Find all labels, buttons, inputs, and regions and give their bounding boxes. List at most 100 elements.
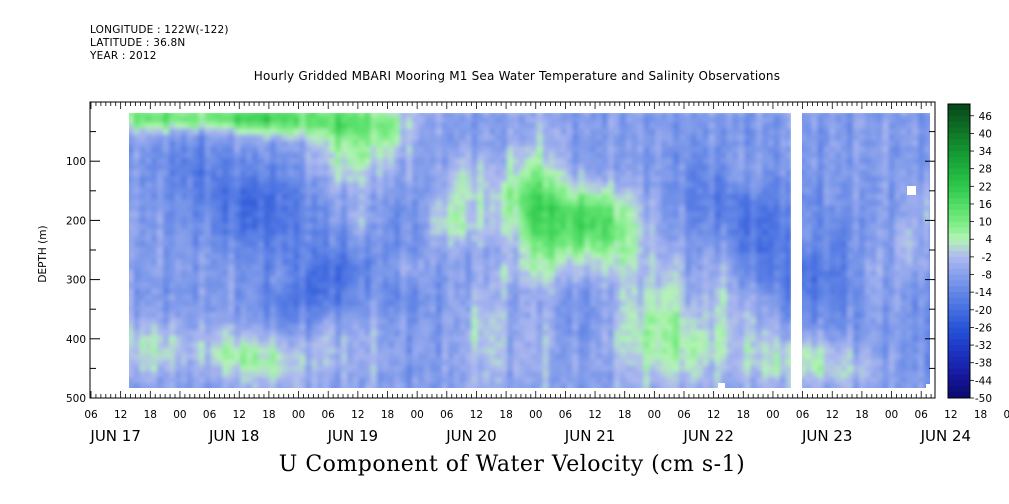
colorbar-swatch <box>948 345 970 352</box>
x-tick-label: 12 <box>826 409 839 421</box>
colorbar-swatch <box>948 215 970 222</box>
longitude-label: LONGITUDE : 122W(-122) <box>90 24 229 36</box>
x-tick-label: 06 <box>84 409 98 421</box>
colorbar-swatch <box>948 145 970 152</box>
y-tick-label: 200 <box>66 215 86 227</box>
x-day-label: JUN 23 <box>801 427 852 445</box>
y-tick-label: 500 <box>66 393 86 405</box>
colorbar-frame <box>947 103 971 399</box>
x-tick-label: 06 <box>796 409 810 421</box>
colorbar-label: 40 <box>979 128 992 140</box>
colorbar-swatch <box>948 203 970 211</box>
chart-title: Hourly Gridded MBARI Mooring M1 Sea Wate… <box>253 69 781 83</box>
x-tick-label: 18 <box>974 409 987 421</box>
x-tick-label: 00 <box>648 409 661 421</box>
year-label: YEAR : 2012 <box>90 50 157 62</box>
colorbar-swatch <box>948 104 970 111</box>
x-tick-label: 00 <box>766 409 779 421</box>
heatmap-field <box>129 113 930 389</box>
y-axis-label: DEPTH (m) <box>37 225 49 282</box>
x-tick-label: 18 <box>499 409 512 421</box>
colorbar-swatch <box>948 268 970 275</box>
x-tick-label: 12 <box>351 409 364 421</box>
colorbar-label: -44 <box>975 375 992 387</box>
x-tick-label: 12 <box>233 409 246 421</box>
colorbar-swatch <box>948 227 970 234</box>
colorbar-swatch <box>948 356 970 364</box>
x-tick-label: 06 <box>677 409 691 421</box>
colorbar-swatch <box>948 392 970 399</box>
x-tick-label: 18 <box>144 409 157 421</box>
missing-data-cell <box>718 383 725 389</box>
colorbar-swatch <box>948 233 970 240</box>
colorbar-swatch <box>948 309 970 317</box>
x-tick-label: 06 <box>440 409 454 421</box>
x-tick-label: 18 <box>737 409 750 421</box>
colorbar-label: 4 <box>985 234 992 246</box>
missing-data-cell <box>926 384 930 389</box>
x-tick-label: 12 <box>470 409 483 421</box>
colorbar-swatch <box>948 109 970 117</box>
colorbar-label: -20 <box>975 305 992 317</box>
colorbar-label: -2 <box>982 252 992 264</box>
colorbar-label: -8 <box>982 270 992 282</box>
colorbar-label: 16 <box>979 199 993 211</box>
x-tick-label: 00 <box>410 409 423 421</box>
y-tick-label: 300 <box>66 275 86 287</box>
colorbar-swatch <box>948 327 970 334</box>
x-tick-label: 06 <box>559 409 573 421</box>
x-day-label: JUN 20 <box>445 427 496 445</box>
colorbar: 46 40 34 28 22 16 10 4 -2 -8 -14 -20 -26 -32 -38 -44 -50 <box>947 103 993 405</box>
x-day-label: JUN 24 <box>920 427 971 445</box>
x-day-label: JUN 22 <box>682 427 733 445</box>
x-day-label: JUN 19 <box>327 427 378 445</box>
colorbar-label: 28 <box>979 164 992 176</box>
x-tick-label: 18 <box>618 409 631 421</box>
latitude-label: LATITUDE : 36.8N <box>90 37 186 49</box>
colorbar-swatch <box>948 168 970 175</box>
colorbar-swatch <box>948 156 970 164</box>
colorbar-label: 46 <box>979 111 993 123</box>
colorbar-swatch <box>948 139 970 146</box>
colorbar-swatch <box>948 274 970 281</box>
colorbar-swatch <box>948 339 970 346</box>
x-tick-label: 18 <box>381 409 394 421</box>
colorbar-swatch <box>948 298 970 305</box>
x-tick-label: 00 <box>529 409 542 421</box>
colorbar-swatch <box>948 192 970 199</box>
colorbar-swatch <box>948 350 970 358</box>
colorbar-swatch <box>948 368 970 375</box>
x-axis-title: U Component of Water Velocity (cm s-1) <box>278 452 746 477</box>
colorbar-swatch <box>948 362 970 369</box>
colorbar-swatch <box>948 186 970 193</box>
colorbar-swatch <box>948 321 970 328</box>
x-tick-label: 00 <box>173 409 186 421</box>
x-tick-label: 12 <box>944 409 957 421</box>
colorbar-swatch <box>948 115 970 123</box>
x-day-label: JUN 18 <box>208 427 259 445</box>
colorbar-label: -32 <box>975 340 992 352</box>
colorbar-swatch <box>948 121 970 128</box>
colorbar-swatch <box>948 292 970 299</box>
x-tick-label: 00 <box>1003 409 1009 421</box>
x-tick-label: 12 <box>114 409 127 421</box>
colorbar-swatch <box>948 198 970 205</box>
colorbar-swatch <box>948 133 970 140</box>
colorbar-swatch <box>948 151 970 158</box>
colorbar-swatch <box>948 374 970 381</box>
colorbar-label: -50 <box>975 393 992 405</box>
x-tick-label: 12 <box>707 409 720 421</box>
x-day-label: JUN 17 <box>89 427 140 445</box>
colorbar-swatch <box>948 386 970 393</box>
colorbar-swatch <box>948 303 970 311</box>
x-tick-label: 18 <box>262 409 275 421</box>
y-tick-label: 400 <box>66 334 86 346</box>
colorbar-swatch <box>948 286 970 293</box>
colorbar-label: 10 <box>979 217 992 229</box>
colorbar-swatch <box>948 180 970 187</box>
x-tick-label: 00 <box>885 409 898 421</box>
x-tick-label: 06 <box>915 409 929 421</box>
y-tick-label: 100 <box>66 156 86 168</box>
colorbar-label: -26 <box>975 322 992 334</box>
